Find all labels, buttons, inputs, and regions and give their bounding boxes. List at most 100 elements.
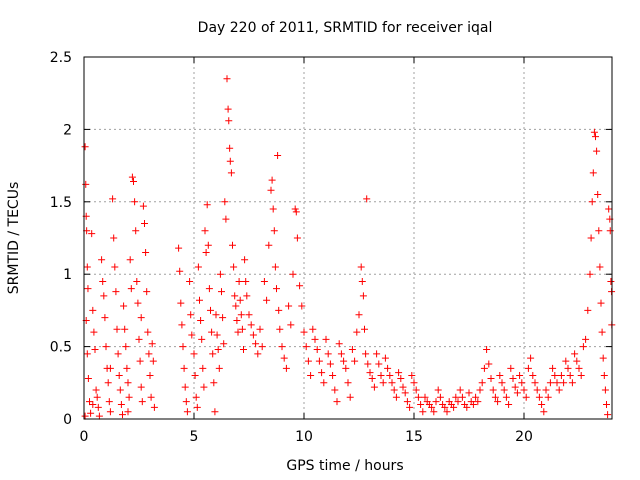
- data-point: [109, 195, 117, 203]
- data-point: [483, 345, 491, 353]
- data-point: [93, 393, 101, 401]
- data-point: [601, 386, 609, 394]
- data-point: [101, 314, 109, 322]
- data-point: [210, 379, 218, 387]
- data-point: [289, 270, 297, 278]
- data-point: [208, 328, 216, 336]
- data-point: [397, 374, 405, 382]
- data-point: [111, 263, 119, 271]
- data-point: [324, 350, 332, 358]
- data-point: [150, 403, 158, 411]
- data-point: [478, 379, 486, 387]
- data-point: [491, 393, 499, 401]
- data-point: [531, 379, 539, 387]
- data-point: [116, 386, 124, 394]
- data-point: [179, 343, 187, 351]
- data-point: [180, 364, 188, 372]
- data-point: [586, 270, 594, 278]
- data-point: [337, 350, 345, 358]
- data-point: [260, 277, 268, 285]
- data-point: [275, 306, 283, 314]
- data-point: [194, 263, 202, 271]
- y-tick-label: 0: [63, 412, 72, 428]
- data-point: [562, 357, 570, 365]
- data-point: [147, 393, 155, 401]
- data-point: [199, 364, 207, 372]
- data-point: [476, 386, 484, 394]
- data-point: [182, 398, 190, 406]
- y-axis-label: SRMTID / TECUs: [6, 182, 22, 295]
- data-point: [368, 374, 376, 382]
- data-point: [178, 321, 186, 329]
- data-point: [141, 220, 148, 228]
- data-point: [215, 364, 223, 372]
- data-point: [362, 350, 370, 358]
- data-point: [119, 411, 126, 419]
- data-point: [505, 401, 513, 409]
- data-point: [359, 292, 367, 300]
- data-point: [538, 401, 546, 409]
- data-point: [87, 409, 95, 417]
- data-point: [584, 306, 592, 314]
- data-point: [454, 398, 462, 406]
- data-point: [463, 403, 471, 411]
- data-point: [598, 328, 606, 336]
- data-point: [121, 325, 129, 333]
- data-point: [577, 372, 585, 380]
- data-point: [399, 383, 407, 391]
- data-point: [388, 379, 396, 387]
- data-point: [201, 227, 209, 235]
- data-point: [209, 350, 217, 358]
- data-point: [593, 147, 601, 155]
- data-point: [278, 343, 286, 351]
- data-point: [335, 340, 343, 348]
- data-point: [513, 389, 521, 397]
- data-point: [333, 398, 341, 406]
- data-point: [134, 299, 142, 307]
- data-point: [100, 292, 108, 300]
- data-point: [89, 306, 97, 314]
- data-point: [198, 335, 206, 343]
- data-point: [600, 372, 608, 380]
- data-point: [381, 354, 389, 362]
- data-point: [231, 292, 239, 300]
- data-point: [520, 386, 528, 394]
- data-point: [113, 325, 121, 333]
- data-point: [127, 285, 135, 293]
- data-point: [364, 360, 372, 368]
- data-point: [204, 241, 212, 249]
- grid-lines: [84, 57, 612, 419]
- data-point: [188, 331, 196, 339]
- data-point: [579, 343, 587, 351]
- data-point: [604, 411, 612, 419]
- data-point: [553, 379, 561, 387]
- data-point: [589, 169, 597, 177]
- data-point: [599, 354, 607, 362]
- data-point: [114, 350, 122, 358]
- data-point: [145, 350, 153, 358]
- data-point: [124, 379, 132, 387]
- data-point: [485, 360, 493, 368]
- data-point: [340, 357, 348, 365]
- data-point: [355, 311, 363, 319]
- data-point: [207, 306, 214, 314]
- data-point: [213, 331, 221, 339]
- data-point: [511, 383, 519, 391]
- data-point: [568, 379, 576, 387]
- data-point: [123, 364, 131, 372]
- data-point: [500, 386, 508, 394]
- data-point: [406, 403, 414, 411]
- data-point: [302, 343, 310, 351]
- data-point: [363, 195, 371, 203]
- x-tick-label: 0: [80, 429, 89, 445]
- data-point: [148, 340, 156, 348]
- data-point: [256, 325, 264, 333]
- data-point: [274, 151, 282, 159]
- data-point: [298, 302, 306, 310]
- data-point: [102, 343, 110, 351]
- x-tick-label: 20: [515, 429, 533, 445]
- data-point: [590, 128, 598, 136]
- data-point: [489, 386, 497, 394]
- data-point: [315, 357, 323, 365]
